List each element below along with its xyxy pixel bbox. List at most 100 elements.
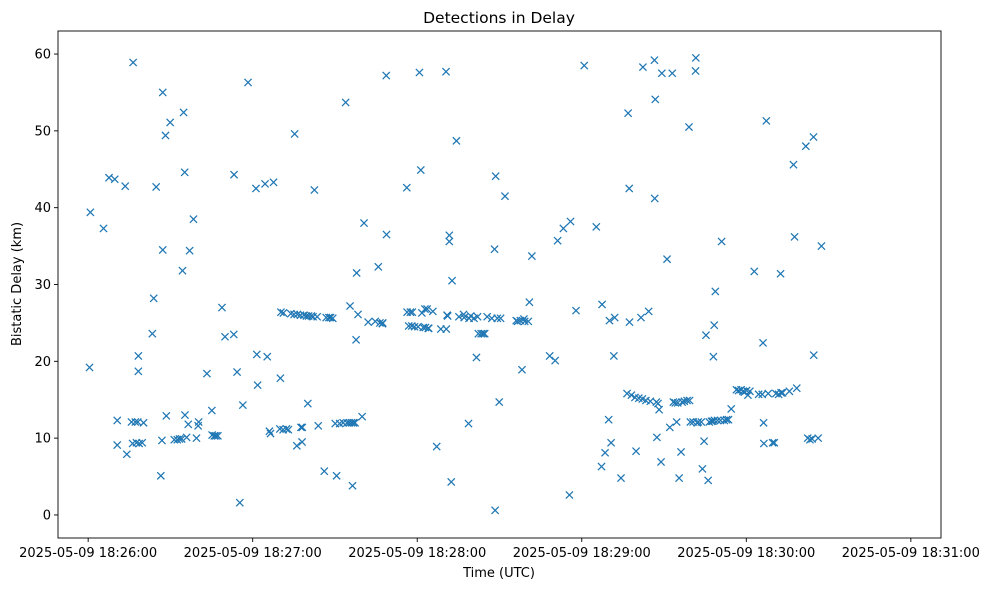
data-point-marker [99, 224, 108, 233]
data-point-marker [655, 405, 664, 414]
data-point-marker [131, 417, 140, 427]
data-point-marker [607, 438, 616, 447]
data-point-marker [269, 178, 278, 187]
data-point-marker [759, 439, 768, 448]
data-point-marker [789, 160, 798, 169]
data-point-marker [632, 447, 641, 456]
data-point-marker [233, 368, 242, 377]
data-point-marker [352, 268, 361, 278]
data-point-marker [185, 246, 194, 255]
data-point-marker [713, 416, 722, 425]
data-point-marker [764, 389, 773, 398]
data-point-marker [253, 381, 262, 390]
y-axis: 0 10 20 30 40 50 60 [34, 48, 58, 523]
data-point-marker [676, 447, 686, 457]
data-point-marker [432, 442, 441, 451]
data-point-marker [251, 184, 261, 193]
data-point-marker [801, 142, 810, 151]
data-point-marker [598, 300, 607, 309]
data-point-marker [566, 217, 575, 226]
data-point-marker [700, 437, 709, 446]
data-point-marker [229, 330, 238, 339]
data-point-marker [464, 419, 473, 428]
data-point-marker [382, 230, 391, 239]
data-point-marker [135, 439, 144, 448]
data-point-marker [210, 431, 219, 440]
data-point-marker [770, 438, 779, 447]
data-point-marker [158, 245, 167, 254]
y-axis-label: Bistatic Delay (km) [10, 222, 25, 346]
data-point-marker [691, 53, 700, 62]
y-tick-label: 0 [43, 508, 51, 523]
data-point-marker [358, 412, 367, 421]
data-point-marker [792, 384, 801, 393]
data-point-marker [651, 95, 660, 104]
x-tick-label: 2025-05-09 18:28:00 [348, 546, 486, 561]
data-point-marker [110, 175, 119, 184]
data-point-marker [235, 498, 244, 507]
data-point-marker [157, 436, 166, 445]
data-point-marker [166, 118, 175, 127]
data-point-marker [777, 388, 786, 397]
data-point-marker [194, 417, 203, 427]
data-point-marker [85, 363, 94, 372]
data-point-marker [406, 308, 415, 317]
data-point-marker [686, 417, 695, 427]
data-point-marker [722, 415, 731, 424]
data-point-marker [211, 431, 220, 440]
data-point-marker [663, 255, 672, 264]
data-point-marker [326, 313, 335, 322]
data-point-marker [652, 433, 661, 442]
data-point-marker [776, 269, 785, 278]
data-point-marker [138, 438, 147, 447]
data-point-marker [644, 307, 653, 316]
data-point-marker [156, 471, 165, 480]
x-tick-label: 2025-05-09 18:29:00 [513, 546, 651, 561]
data-point-marker [711, 287, 720, 296]
data-point-marker [410, 322, 419, 331]
data-point-marker [524, 317, 533, 326]
data-point-marker [480, 329, 489, 338]
x-axis: 2025-05-09 18:26:00 2025-05-09 18:27:00 20… [19, 538, 980, 561]
data-point-marker [266, 429, 275, 438]
data-point-marker [493, 314, 502, 323]
data-point-marker [442, 325, 451, 334]
data-point-marker [104, 173, 114, 182]
data-point-marker [179, 108, 188, 117]
data-point-marker [592, 222, 601, 231]
data-point-marker [303, 399, 312, 408]
y-tick-label: 40 [34, 201, 51, 216]
data-point-marker [814, 434, 823, 443]
data-point-marker [296, 423, 306, 432]
data-point-marker [290, 129, 299, 138]
data-point-marker [129, 58, 138, 67]
data-point-marker [320, 467, 329, 476]
data-point-marker [597, 462, 606, 471]
data-point-marker [260, 179, 270, 188]
data-point-marker [665, 423, 674, 432]
data-point-marker [483, 312, 492, 321]
data-point-marker [374, 262, 383, 271]
data-point-marker [622, 389, 632, 398]
data-point-marker [627, 391, 636, 400]
data-point-marker [698, 464, 707, 473]
data-point-marker [207, 406, 216, 415]
x-tick-label: 2025-05-09 18:26:00 [19, 546, 157, 561]
data-point-marker [230, 170, 239, 179]
data-point-marker [252, 350, 261, 359]
data-point-marker [298, 437, 307, 447]
data-point-marker [217, 303, 227, 312]
data-point-marker [86, 208, 95, 217]
data-point-marker [675, 474, 684, 483]
data-point-marker [339, 418, 348, 427]
data-point-marker [778, 388, 787, 397]
data-point-marker [704, 476, 713, 485]
data-point-marker [559, 224, 568, 233]
data-point-marker [423, 305, 432, 314]
data-point-marker [809, 132, 818, 142]
data-point-marker [571, 306, 581, 315]
data-point-marker [378, 318, 387, 327]
data-point-marker [162, 411, 171, 420]
data-point-marker [656, 457, 666, 466]
data-point-marker [717, 237, 726, 246]
